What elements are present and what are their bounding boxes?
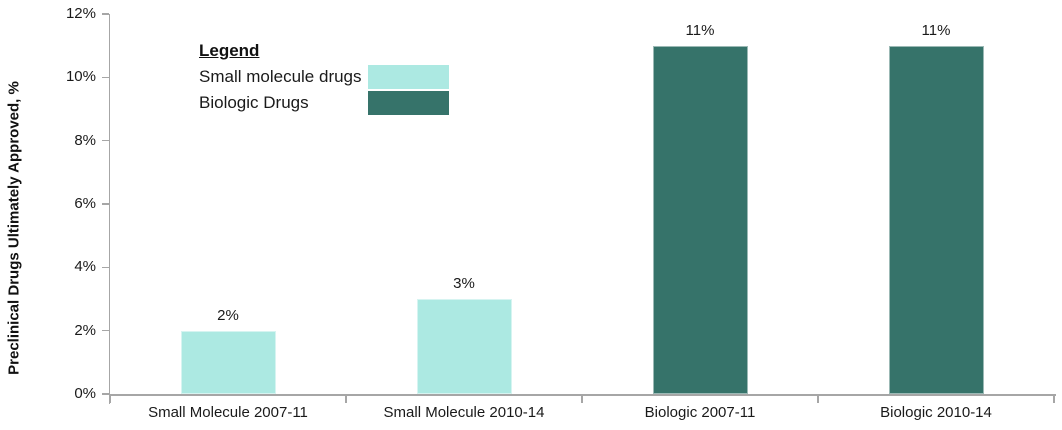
bar-3 — [652, 45, 748, 394]
y-axis-title: Preclinical Drugs Ultimately Approved, % — [5, 81, 23, 375]
bar-1 — [180, 330, 276, 394]
x-axis-category-label: Biologic 2010-14 — [880, 404, 992, 421]
x-axis-tick — [817, 396, 819, 403]
y-axis-tick — [102, 139, 109, 142]
x-axis-tick — [109, 396, 111, 403]
legend-label-small-molecule: Small molecule drugs — [199, 67, 362, 86]
bar-value-label: 3% — [453, 275, 475, 292]
y-axis-tick — [102, 203, 109, 205]
y-axis-tick-label: 8% — [74, 131, 96, 149]
y-axis-tick-label: 4% — [74, 258, 96, 276]
y-axis-tick — [102, 329, 109, 332]
bar-value-label: 11% — [685, 21, 715, 39]
y-axis-tick — [102, 266, 109, 269]
legend-swatch-small-molecule — [368, 65, 449, 89]
legend-swatch-biologic — [368, 91, 449, 115]
bar-2 — [416, 299, 512, 394]
x-axis-category-label: Small Molecule 2010-14 — [383, 404, 545, 421]
x-axis-category-label: Small Molecule 2007-11 — [148, 404, 308, 421]
legend-label-biologic: Biologic Drugs — [199, 93, 309, 112]
legend-title: Legend — [199, 41, 260, 60]
y-axis-tick — [102, 76, 109, 79]
y-axis-line — [108, 14, 110, 404]
y-axis-tick-label: 6% — [74, 195, 96, 212]
bar-4 — [888, 45, 984, 394]
bar-value-label: 2% — [217, 306, 239, 324]
x-axis-tick — [345, 396, 347, 403]
y-axis-tick — [102, 13, 109, 15]
y-axis-tick-label: 12% — [65, 5, 96, 22]
x-axis-tick — [1053, 396, 1055, 403]
y-axis-tick-label: 10% — [65, 68, 96, 86]
y-axis-tick — [102, 393, 109, 395]
x-axis-category-label: Biologic 2007-11 — [644, 404, 756, 421]
x-axis-line — [110, 394, 1056, 396]
y-axis-tick-label: 2% — [74, 321, 96, 339]
x-axis-tick — [581, 396, 583, 403]
bar-value-label: 11% — [921, 21, 951, 39]
legend: Legend Small molecule drugs Biologic Dru… — [199, 38, 449, 116]
y-axis-tick-label: 0% — [74, 385, 96, 402]
